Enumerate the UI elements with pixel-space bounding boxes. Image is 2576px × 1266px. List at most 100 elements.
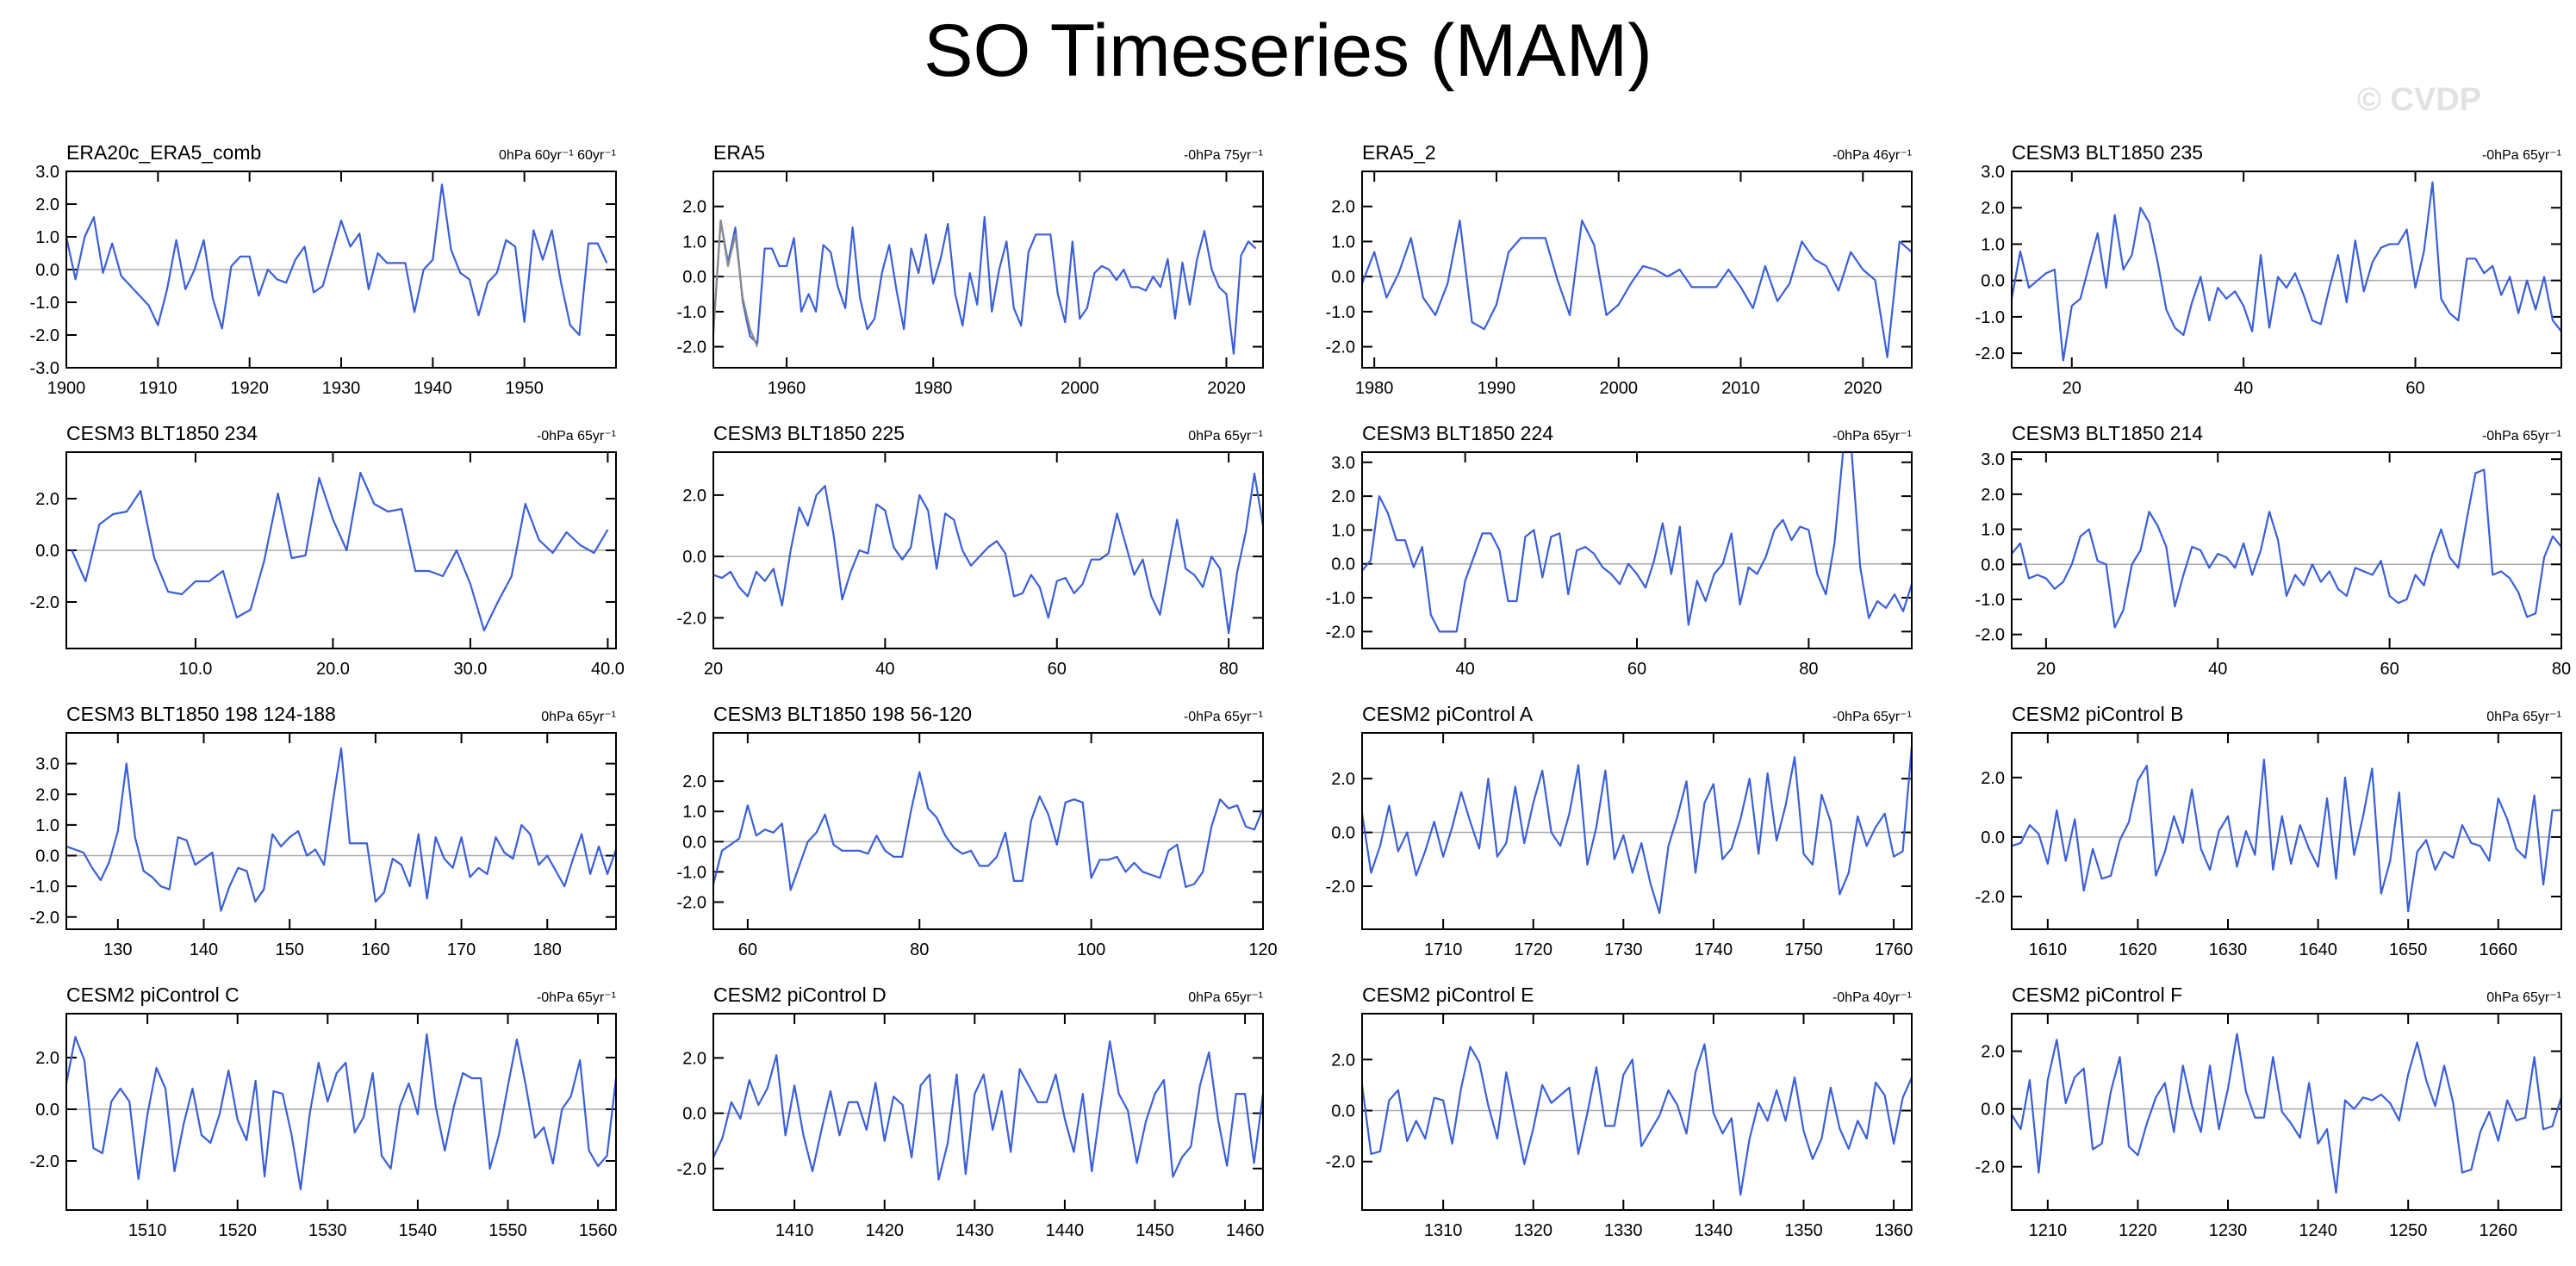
x-tick-label: 1410 [775,1221,814,1240]
x-tick-label: 1920 [230,379,269,398]
y-tick-label: -1.0 [677,863,706,882]
x-tick-label: 1730 [1604,940,1643,959]
plot-frame [2011,1013,2562,1211]
y-tick-label: 3.0 [1981,450,2005,469]
x-tick-label: 1250 [2389,1221,2428,1240]
panel-title: CESM2 piControl A [1362,703,1534,725]
x-tick-label: 1450 [1136,1221,1174,1240]
x-tick-label: 2000 [1061,379,1099,398]
x-tick-label: 1930 [322,379,361,398]
y-tick-label: 2.0 [1981,199,2005,218]
x-tick-label: 20 [2037,660,2056,679]
panel-title: CESM2 piControl B [2012,703,2183,725]
panel-subtitle: 0hPa 65yr⁻¹ [2486,990,2561,1005]
y-tick-label: 0.0 [1331,1102,1355,1121]
x-tick-label: 1710 [1424,940,1463,959]
x-tick-label: 80 [2552,660,2571,679]
x-tick-label: 1240 [2299,1221,2337,1240]
panel: CESM3 BLT1850 225 0hPa 65yr⁻¹ 2.0 0.0 -2.0 20… [677,422,1265,679]
panel-title: CESM3 BLT1850 224 [1362,422,1553,444]
x-tick-label: 1650 [2389,940,2428,959]
y-tick-label: -2.0 [1326,623,1355,642]
x-tick-label: 1630 [2209,940,2248,959]
panel-subtitle: -0hPa 65yr⁻¹ [2482,148,2561,163]
x-tick-label: 2020 [1844,379,1882,398]
y-tick-label: -2.0 [677,893,706,912]
panel: CESM2 piControl F 0hPa 65yr⁻¹ 2.0 0.0 -2.0 12… [1976,984,2563,1240]
x-tick-label: 40 [1456,660,1475,679]
y-tick-label: -2.0 [1976,344,2005,363]
series-line [65,1033,618,1191]
x-tick-label: 1440 [1046,1221,1085,1240]
panel: CESM3 BLT1850 234 -0hPa 65yr⁻¹ 2.0 0.0 -2.0 1… [30,422,625,679]
y-tick-label: -1.0 [1326,303,1355,322]
panel-subtitle: -0hPa 65yr⁻¹ [1832,429,1912,444]
panel-title: CESM3 BLT1850 235 [2012,141,2203,164]
y-tick-label: 1.0 [682,233,706,251]
y-tick-label: -2.0 [1976,888,2005,907]
y-tick-label: 0.0 [1331,824,1355,843]
panel-title: ERA5_2 [1362,141,1436,164]
x-tick-label: 60 [1627,660,1646,679]
y-tick-label: 1.0 [1331,233,1355,251]
x-tick-label: 1520 [218,1221,257,1240]
x-tick-label: 2010 [1721,379,1760,398]
series-line [712,1040,1265,1181]
series-line [2011,469,2562,629]
x-tick-label: 60 [2405,379,2424,398]
x-tick-label: 1940 [414,379,452,398]
x-tick-label: 1990 [1478,379,1516,398]
panel-subtitle: -0hPa 40yr⁻¹ [1832,990,1912,1005]
x-tick-label: 160 [361,940,389,959]
x-tick-label: 100 [1077,940,1105,959]
x-tick-label: 1210 [2029,1221,2068,1240]
x-tick-label: 1320 [1514,1221,1552,1240]
y-tick-label: 0.0 [1331,268,1355,287]
x-tick-label: 1750 [1784,940,1823,959]
panel: CESM2 piControl A -0hPa 65yr⁻¹ 2.0 0.0 -2.0 1… [1326,703,1913,959]
x-tick-label: 20.0 [316,660,350,679]
panel-title: CESM3 BLT1850 234 [66,422,258,444]
panel-title: CESM2 piControl E [1362,984,1534,1006]
x-tick-label: 40 [2208,660,2227,679]
panel: CESM3 BLT1850 235 -0hPa 65yr⁻¹ 3.0 2.0 1.0 0.… [1976,141,2562,398]
y-tick-label: 2.0 [1331,770,1355,789]
panel-title: CESM2 piControl C [66,984,240,1006]
y-tick-label: 1.0 [1981,235,2005,254]
plot-frame [1361,451,1913,649]
x-tick-label: 1640 [2299,940,2337,959]
y-tick-label: 3.0 [35,755,59,774]
x-tick-label: 1960 [768,379,806,398]
panel: CESM2 piControl C -0hPa 65yr⁻¹ 2.0 0.0 -2.0 1… [30,984,618,1240]
x-tick-label: 80 [1799,660,1818,679]
x-tick-label: 1460 [1226,1221,1265,1240]
y-tick-label: 1.0 [35,228,59,247]
series-line [712,771,1265,891]
y-tick-label: -2.0 [30,326,59,345]
plot-frame [2011,171,2562,369]
y-tick-label: -2.0 [1326,1153,1355,1172]
series-line [2011,1033,2563,1194]
plot-frame [1361,732,1913,930]
plot-frame [65,732,617,930]
plot-frame [712,171,1264,369]
panel: ERA20c_ERA5_comb 0hPa 60yr⁻¹ 60yr⁻¹ 3.0 2.0… [30,141,617,398]
y-tick-label: 3.0 [1331,454,1355,473]
x-tick-label: 1900 [47,379,86,398]
x-tick-label: 1420 [865,1221,904,1240]
page-title: SO Timeseries (MAM) [924,9,1652,92]
panel-subtitle: -0hPa 46yr⁻¹ [1832,148,1912,163]
y-tick-label: 0.0 [682,1105,706,1124]
panel-title: CESM2 piControl F [2012,984,2182,1006]
plot-frame [65,171,617,369]
y-tick-label: 0.0 [35,847,59,866]
y-tick-label: -1.0 [1976,591,2005,610]
series-line [712,472,1265,635]
panel-subtitle: -0hPa 65yr⁻¹ [537,990,616,1005]
panel-subtitle: 0hPa 65yr⁻¹ [541,710,616,724]
y-tick-label: -2.0 [1326,338,1355,357]
panel-title: CESM3 BLT1850 198 56-120 [713,703,972,725]
x-tick-label: 60 [738,940,757,959]
y-tick-label: 1.0 [1981,521,2005,540]
x-tick-label: 1910 [139,379,177,398]
